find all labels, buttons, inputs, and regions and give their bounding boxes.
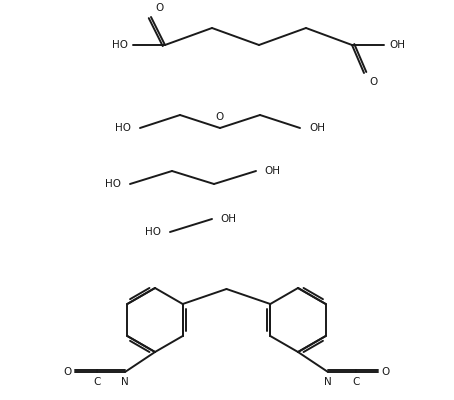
- Text: O: O: [382, 367, 390, 377]
- Text: HO: HO: [145, 227, 161, 237]
- Text: O: O: [156, 3, 164, 13]
- Text: OH: OH: [264, 166, 280, 176]
- Text: OH: OH: [220, 214, 236, 224]
- Text: C: C: [352, 377, 360, 387]
- Text: OH: OH: [309, 123, 325, 133]
- Text: O: O: [216, 112, 224, 122]
- Text: C: C: [94, 377, 101, 387]
- Text: O: O: [63, 367, 71, 377]
- Text: O: O: [369, 77, 377, 87]
- Text: N: N: [324, 377, 332, 387]
- Text: HO: HO: [115, 123, 131, 133]
- Text: HO: HO: [112, 40, 128, 50]
- Text: N: N: [121, 377, 129, 387]
- Text: HO: HO: [105, 179, 121, 189]
- Text: OH: OH: [389, 40, 405, 50]
